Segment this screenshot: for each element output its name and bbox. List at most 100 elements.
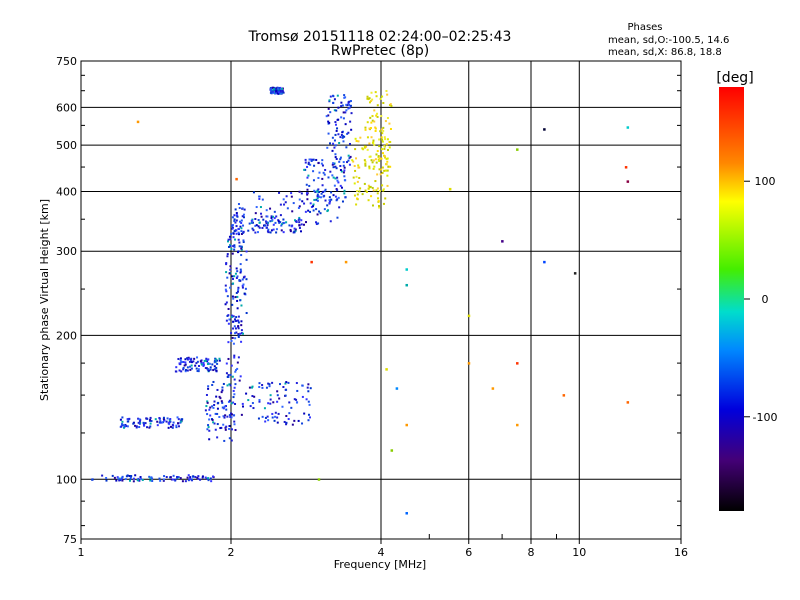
echo-point [290,192,293,195]
echo-point [347,131,350,134]
echo-point [237,238,240,241]
echo-point [234,296,237,299]
echo-point [234,403,237,406]
echo-point [189,476,192,479]
echo-point [207,385,210,388]
echo-point [149,425,152,428]
echo-point [123,426,126,429]
echo-point [380,148,383,151]
echo-point [234,337,237,340]
echo-point [373,165,376,168]
echo-point [189,368,192,371]
echo-point [389,103,392,106]
echo-point [278,191,281,194]
echo-point [188,365,191,368]
echo-point [307,390,310,393]
phases-o-stats: mean, sd,O:-100.5, 14.6 [608,35,729,46]
echo-point [158,477,161,480]
echo-point [159,479,162,482]
echo-point [224,284,227,287]
echo-point [322,171,325,174]
echo-point [149,418,152,421]
echo-point [218,395,221,398]
echo-point [304,161,307,164]
echo-point [376,150,379,153]
echo-point [251,385,254,388]
echo-point [320,162,323,165]
echo-point [272,88,275,91]
echo-point [344,196,347,199]
echo-point [269,398,272,401]
echo-point [124,423,127,426]
echo-point [242,230,245,233]
echo-point [218,416,221,419]
echo-point [373,143,376,146]
echo-point [344,111,347,114]
echo-point [163,419,166,422]
echo-point [230,413,233,416]
echo-point [363,145,366,148]
echo-point [219,427,222,430]
echo-point [307,400,310,403]
echo-point [347,102,350,105]
echo-point [371,141,374,144]
grid-lines [80,61,682,544]
echo-point [199,478,202,481]
echo-point [215,369,218,372]
echo-point [121,420,124,423]
echo-point [378,145,381,148]
echo-point [128,475,131,478]
echo-point [231,216,234,219]
echo-point [313,198,316,201]
echo-point [209,406,212,409]
echo-point [275,231,278,234]
y-tick-label: 200 [56,329,77,342]
echo-point [182,361,185,364]
echo-point [192,475,195,478]
echo-point [132,477,135,480]
echo-point [335,157,338,160]
echo-point [134,424,137,427]
echo-point [368,165,371,168]
echo-point [151,477,154,480]
echo-point [101,474,104,477]
echo-point [349,120,352,123]
echo-point [235,316,238,319]
echo-point [269,88,272,91]
echo-point [240,230,243,233]
echo-point [269,207,272,210]
echo-point [251,227,254,230]
scatter-point [310,260,313,264]
echo-point [304,168,307,171]
echo-point [348,100,351,103]
echo-point [381,132,384,135]
echo-point [275,90,278,93]
echo-point [374,129,377,132]
echo-point [337,181,340,184]
echo-point [301,200,304,203]
echo-point [337,133,340,136]
echo-point [370,159,373,162]
echo-point [225,408,228,411]
echo-point [343,169,346,172]
echo-point [370,136,373,139]
echo-point [225,319,228,322]
echo-point [170,478,173,481]
echo-point [294,229,297,232]
echo-point [388,146,391,149]
echo-point [121,423,124,426]
echo-point [225,271,228,274]
echo-point [163,475,166,478]
echo-point [307,174,310,177]
echo-point [233,218,236,221]
echo-point [275,228,278,231]
echo-point [228,414,231,417]
echo-point [279,383,282,386]
echo-point [239,271,242,274]
echo-point [355,203,358,206]
echo-point [232,315,235,318]
echo-point [256,231,259,234]
echo-point [223,439,226,442]
echo-point [298,224,301,227]
echo-point [229,286,232,289]
